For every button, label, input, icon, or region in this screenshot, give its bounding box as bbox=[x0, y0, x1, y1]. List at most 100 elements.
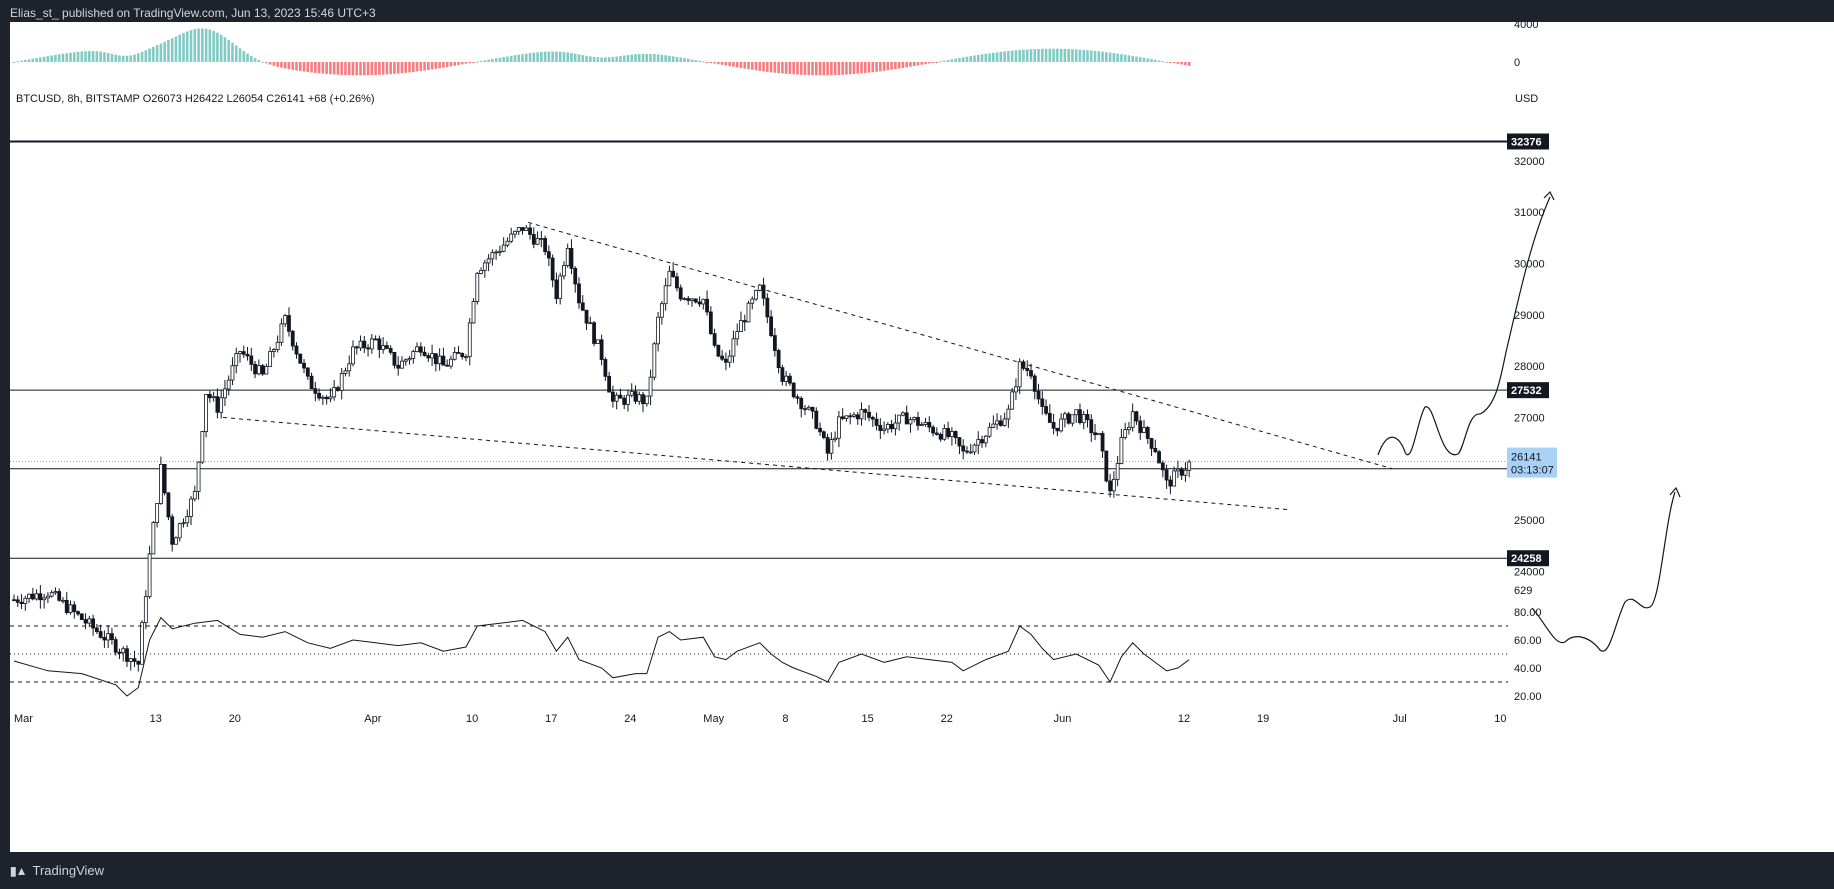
time-tick-label: 15 bbox=[862, 713, 874, 725]
oscillator-bar bbox=[12, 62, 16, 63]
oscillator-bar bbox=[201, 28, 204, 62]
oscillator-bar bbox=[280, 62, 283, 68]
candle-body bbox=[1138, 420, 1143, 433]
footer-brand[interactable]: ▮▲ TradingView bbox=[10, 863, 104, 878]
oscillator-bar bbox=[1165, 61, 1168, 63]
oscillator-bar bbox=[875, 62, 878, 72]
candle-body bbox=[829, 439, 834, 454]
candle-body bbox=[505, 240, 510, 246]
oscillator-bar bbox=[1097, 51, 1101, 62]
candle-body bbox=[840, 416, 845, 419]
oscillator-bar bbox=[1093, 50, 1097, 62]
candle-body bbox=[1142, 427, 1146, 433]
oscillator-bar bbox=[118, 55, 121, 62]
candle-body bbox=[253, 363, 257, 375]
oscillator-bar bbox=[1052, 48, 1055, 62]
oscillator-bar bbox=[607, 57, 611, 62]
oscillator-bar bbox=[573, 53, 577, 62]
candle-body bbox=[411, 351, 416, 359]
candle-body bbox=[396, 364, 401, 369]
oscillator-bar bbox=[1101, 51, 1104, 62]
candle-body bbox=[388, 348, 393, 353]
oscillator-bar bbox=[792, 62, 795, 75]
oscillator-bar bbox=[265, 62, 268, 64]
oscillator-bar bbox=[1067, 49, 1070, 62]
oscillator-bar bbox=[310, 62, 313, 73]
oscillator-bar bbox=[833, 62, 837, 76]
candle-body bbox=[987, 426, 992, 437]
oscillator-bar bbox=[223, 37, 227, 62]
candle-body bbox=[143, 596, 148, 624]
candle-body bbox=[765, 297, 770, 318]
candle-body bbox=[942, 428, 947, 440]
candle-body bbox=[622, 397, 627, 405]
oscillator-bar bbox=[476, 61, 479, 63]
oscillator-bar bbox=[619, 56, 622, 62]
oscillator-bar bbox=[784, 62, 788, 74]
publish-header: Elias_st_ published on TradingView.com, … bbox=[10, 6, 376, 20]
oscillator-bar bbox=[238, 48, 242, 62]
oscillator-bar bbox=[246, 53, 249, 62]
candle-body bbox=[855, 414, 860, 420]
oscillator-bar bbox=[724, 62, 728, 66]
candle-body bbox=[362, 340, 367, 349]
alternate-projection-path bbox=[1531, 491, 1676, 652]
oscillator-bar bbox=[170, 38, 174, 62]
oscillator-bar bbox=[732, 62, 735, 67]
candle-body bbox=[94, 627, 99, 632]
bullish-projection-path bbox=[1377, 196, 1551, 456]
oscillator-bar bbox=[766, 62, 769, 72]
candle-body bbox=[23, 597, 28, 605]
oscillator-bar bbox=[457, 62, 460, 66]
oscillator-bar bbox=[1180, 62, 1183, 65]
oscillator-bar bbox=[1184, 62, 1187, 66]
candle-body bbox=[1025, 367, 1030, 371]
candle-body bbox=[351, 346, 355, 365]
candle-body bbox=[1115, 463, 1120, 480]
oscillator-bar bbox=[961, 57, 965, 62]
oscillator-bar bbox=[295, 62, 298, 71]
candle-body bbox=[882, 428, 886, 431]
oscillator-bar bbox=[777, 62, 780, 74]
candle-body bbox=[313, 388, 318, 394]
candle-body bbox=[494, 251, 499, 254]
candle-body bbox=[68, 604, 73, 613]
oscillator-bar bbox=[882, 62, 886, 71]
oscillator-bar bbox=[830, 62, 833, 76]
oscillator-bar bbox=[159, 43, 163, 62]
candle-body bbox=[177, 523, 182, 539]
oscillator-bar bbox=[133, 54, 136, 62]
oscillator-bar bbox=[916, 62, 920, 66]
oscillator-bar bbox=[664, 55, 667, 62]
candle-body bbox=[46, 595, 50, 599]
candle-body bbox=[1111, 478, 1116, 492]
rsi-tick-label: 20.00 bbox=[1514, 691, 1542, 703]
oscillator-bar bbox=[976, 54, 980, 62]
level-label-bg bbox=[1507, 550, 1549, 567]
candle-body bbox=[207, 394, 212, 399]
candle-body bbox=[230, 365, 235, 381]
candle-body bbox=[716, 344, 721, 357]
oscillator-bar bbox=[848, 62, 852, 75]
oscillator-bar bbox=[1089, 50, 1093, 62]
oscillator-bar bbox=[498, 57, 502, 62]
oscillator-bar bbox=[84, 51, 87, 62]
oscillator-bar bbox=[129, 55, 133, 62]
candle-body bbox=[852, 414, 856, 417]
candle-body bbox=[595, 339, 600, 344]
candle-body bbox=[215, 396, 220, 413]
oscillator-bar bbox=[268, 62, 272, 65]
candle-body bbox=[53, 591, 58, 594]
candle-body bbox=[806, 406, 811, 410]
price-tick-label: 29000 bbox=[1514, 310, 1545, 322]
candle-body bbox=[211, 396, 216, 399]
candle-body bbox=[644, 395, 649, 405]
oscillator-bar bbox=[837, 62, 841, 75]
candle-body bbox=[320, 396, 325, 399]
oscillator-bar bbox=[329, 62, 332, 75]
candle-body bbox=[174, 537, 178, 545]
candle-body bbox=[343, 370, 348, 374]
candle-body bbox=[950, 431, 954, 438]
